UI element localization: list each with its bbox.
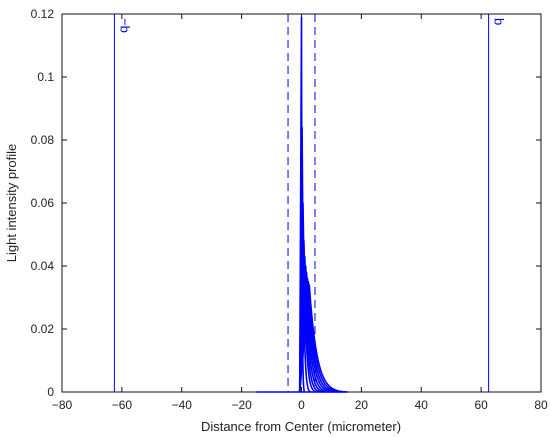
x-axis-label: Distance from Center (micrometer) xyxy=(201,419,401,434)
y-tick-label: 0 xyxy=(47,385,54,399)
y-tick-label: 0.08 xyxy=(31,133,55,147)
x-tick-label: −20 xyxy=(231,398,252,412)
x-tick-label: −40 xyxy=(172,398,193,412)
intensity-curve xyxy=(298,284,348,393)
x-tick-label: 20 xyxy=(355,398,369,412)
x-tick-label: 40 xyxy=(415,398,429,412)
x-tick-label: 60 xyxy=(474,398,488,412)
y-tick-label: 0.04 xyxy=(31,259,55,273)
intensity-curve xyxy=(298,277,339,393)
y-tick-label: 0.12 xyxy=(31,7,55,21)
vertical-marker-lines: −b b xyxy=(113,14,507,392)
y-tick-label: 0.1 xyxy=(37,70,54,84)
intensity-curve xyxy=(298,265,331,393)
intensity-curves xyxy=(256,16,348,393)
boundary-label: −b xyxy=(117,18,132,33)
x-tick-label: 0 xyxy=(298,398,305,412)
intensity-curve xyxy=(298,255,326,393)
x-tick-label: −80 xyxy=(52,398,73,412)
y-axis-label: Light intensity profile xyxy=(4,144,19,263)
x-tick-label: 80 xyxy=(534,398,548,412)
y-tick-label: 0.06 xyxy=(31,196,55,210)
x-axis-ticks: −80 −60 −40 −20 0 20 40 60 80 xyxy=(52,14,548,412)
y-tick-label: 0.02 xyxy=(31,322,55,336)
x-tick-label: −60 xyxy=(112,398,133,412)
intensity-curve xyxy=(298,271,335,393)
y-axis-ticks: 0 0.02 0.04 0.06 0.08 0.1 0.12 xyxy=(31,7,541,399)
boundary-label: b xyxy=(492,18,507,25)
